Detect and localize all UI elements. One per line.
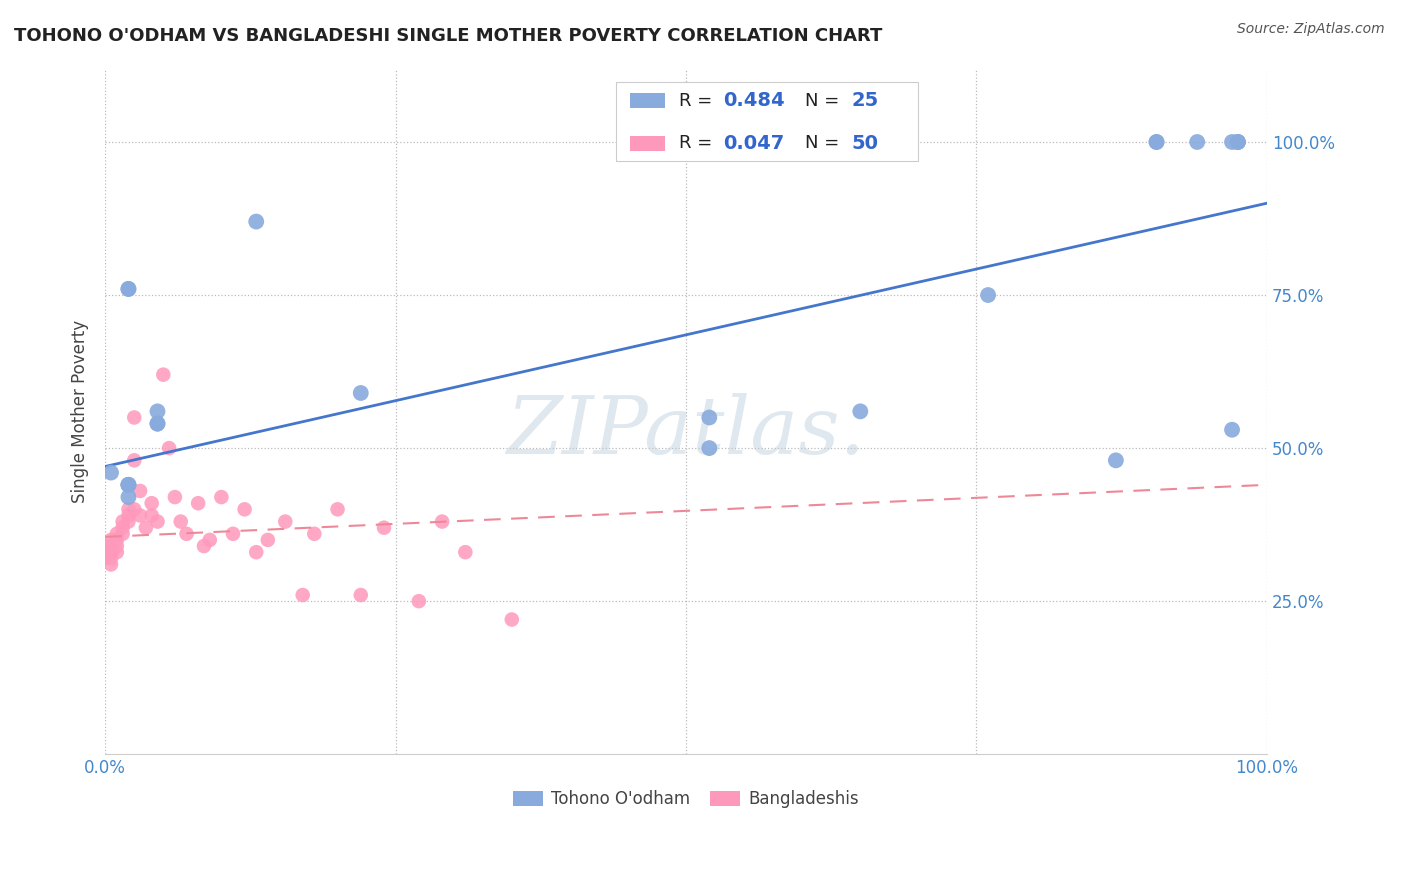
Point	[117, 502, 139, 516]
Point	[152, 368, 174, 382]
Point	[129, 483, 152, 498]
Point	[1146, 135, 1168, 149]
Point	[100, 551, 122, 566]
Point	[94, 551, 117, 566]
Point	[291, 588, 314, 602]
Point	[100, 533, 122, 547]
Point	[1220, 423, 1243, 437]
Point	[105, 539, 128, 553]
Point	[1185, 135, 1208, 149]
Point	[111, 526, 134, 541]
Point	[122, 502, 145, 516]
Point	[105, 526, 128, 541]
Point	[1105, 453, 1128, 467]
Point	[117, 478, 139, 492]
Point	[1146, 135, 1168, 149]
Point	[163, 490, 186, 504]
Point	[146, 417, 169, 431]
FancyBboxPatch shape	[616, 82, 918, 161]
Point	[105, 545, 128, 559]
Point	[408, 594, 430, 608]
Point	[274, 515, 297, 529]
Point	[117, 515, 139, 529]
Point	[209, 490, 232, 504]
Point	[977, 288, 1000, 302]
Point	[111, 515, 134, 529]
Text: Source: ZipAtlas.com: Source: ZipAtlas.com	[1237, 22, 1385, 37]
Text: 50: 50	[851, 134, 877, 153]
Point	[141, 496, 163, 510]
Point	[1226, 135, 1249, 149]
Text: R =: R =	[679, 135, 718, 153]
Text: 25: 25	[851, 91, 879, 111]
Point	[257, 533, 280, 547]
Point	[117, 490, 139, 504]
Point	[222, 526, 245, 541]
Point	[1226, 135, 1249, 149]
Point	[245, 214, 267, 228]
Text: ZIPatlas.: ZIPatlas.	[506, 393, 866, 471]
Point	[373, 521, 395, 535]
Text: TOHONO O'ODHAM VS BANGLADESHI SINGLE MOTHER POVERTY CORRELATION CHART: TOHONO O'ODHAM VS BANGLADESHI SINGLE MOT…	[14, 27, 883, 45]
Point	[233, 502, 256, 516]
Point	[849, 404, 872, 418]
Point	[170, 515, 193, 529]
Point	[198, 533, 221, 547]
Point	[111, 521, 134, 535]
Point	[117, 478, 139, 492]
Point	[501, 613, 523, 627]
Y-axis label: Single Mother Poverty: Single Mother Poverty	[72, 320, 89, 503]
Point	[122, 453, 145, 467]
Point	[454, 545, 477, 559]
Point	[430, 515, 453, 529]
Point	[129, 508, 152, 523]
Point	[117, 508, 139, 523]
Point	[94, 545, 117, 559]
Point	[122, 410, 145, 425]
Point	[146, 515, 169, 529]
Point	[193, 539, 215, 553]
Point	[100, 558, 122, 572]
Point	[146, 404, 169, 418]
Point	[245, 545, 267, 559]
Text: 0.484: 0.484	[723, 91, 785, 111]
Point	[100, 539, 122, 553]
Bar	[630, 93, 665, 108]
Point	[117, 478, 139, 492]
Point	[350, 386, 373, 401]
Point	[187, 496, 209, 510]
Point	[176, 526, 198, 541]
Point	[146, 417, 169, 431]
Bar	[630, 136, 665, 151]
Point	[697, 441, 720, 455]
Point	[697, 410, 720, 425]
Text: R =: R =	[679, 92, 718, 110]
Text: 0.047: 0.047	[723, 134, 785, 153]
Point	[326, 502, 349, 516]
Text: N =: N =	[804, 135, 845, 153]
Point	[304, 526, 326, 541]
Point	[1226, 135, 1249, 149]
Point	[350, 588, 373, 602]
Text: N =: N =	[804, 92, 845, 110]
Point	[1220, 135, 1243, 149]
Point	[157, 441, 180, 455]
Legend: Tohono O'odham, Bangladeshis: Tohono O'odham, Bangladeshis	[506, 783, 866, 814]
Point	[94, 539, 117, 553]
Point	[100, 466, 122, 480]
Point	[135, 521, 157, 535]
Point	[141, 508, 163, 523]
Point	[105, 533, 128, 547]
Point	[117, 282, 139, 296]
Point	[100, 545, 122, 559]
Point	[117, 282, 139, 296]
